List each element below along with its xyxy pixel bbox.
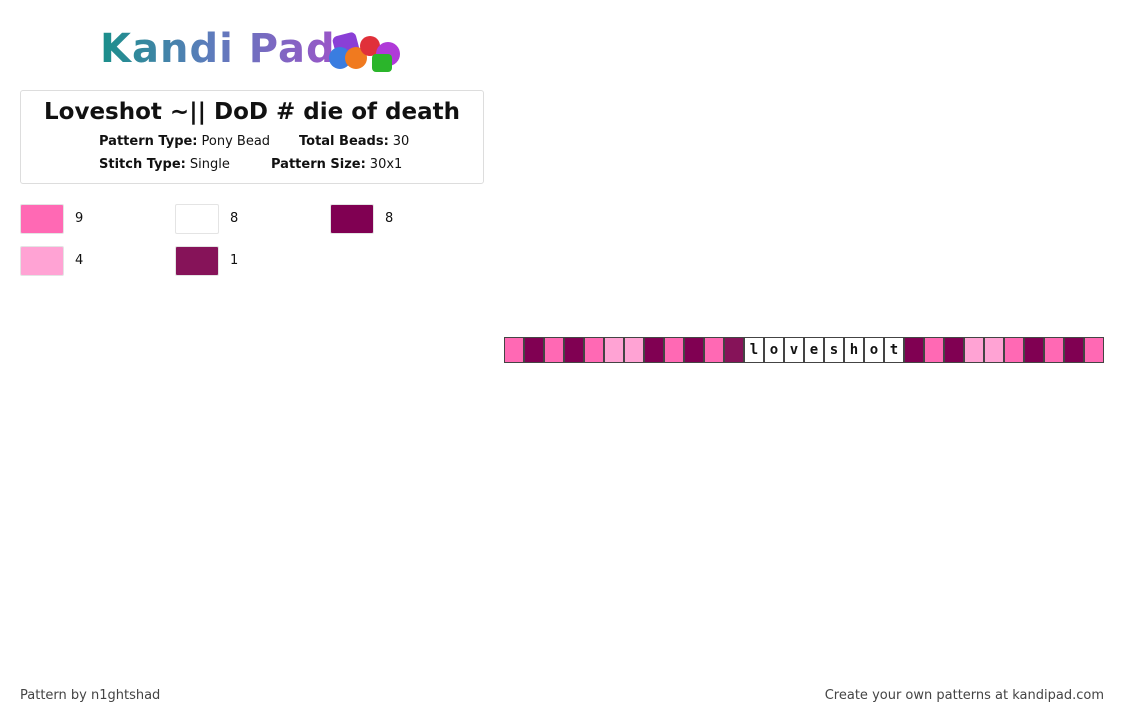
info-value: Pony Bead [201,134,271,149]
bead: s [824,337,844,363]
bead: t [884,337,904,363]
bead: o [864,337,884,363]
color-count: 8 [385,211,394,226]
color-swatch [20,204,64,234]
color-swatch [175,204,219,234]
bead [664,337,684,363]
site-link[interactable]: Create your own patterns at kandipad.com [824,688,1104,703]
bead-letter: o [769,342,779,358]
bead-letter: h [849,342,859,358]
color-count: 4 [75,253,84,268]
color-count: 1 [230,253,239,268]
bead [1044,337,1064,363]
info-value: 30x1 [369,157,403,172]
color-swatch [20,246,64,276]
bead [644,337,664,363]
bead [1024,337,1044,363]
info-item: Pattern Size: 30x1 [271,157,402,172]
bead: o [764,337,784,363]
logo: Kandi Pad [100,26,336,72]
bead [684,337,704,363]
bead-letter: t [889,342,899,358]
bead [704,337,724,363]
bead [724,337,744,363]
bead [984,337,1004,363]
author: Pattern by n1ghtshad [20,688,161,703]
bead [1004,337,1024,363]
info-item: Pattern Type: Pony Bead [99,134,270,149]
pattern-info: Loveshot ~|| DoD # die of death Pattern … [20,90,484,184]
bead [1084,337,1104,363]
logo-icon [329,32,400,72]
color-swatch [175,246,219,276]
bead [624,337,644,363]
bead [1064,337,1084,363]
bead-letter: e [809,342,819,358]
bead: h [844,337,864,363]
bead [584,337,604,363]
bead: l [744,337,764,363]
info-value: Single [189,157,230,172]
bead [964,337,984,363]
info-label: Total Beads: [299,134,389,149]
color-count: 9 [75,211,84,226]
color-count: 8 [230,211,239,226]
bead [524,337,544,363]
bead [504,337,524,363]
bead [944,337,964,363]
bead-letter: s [829,342,839,358]
info-label: Pattern Type: [99,134,198,149]
bead-letter: v [789,342,799,358]
bead [924,337,944,363]
bead-letter: o [869,342,879,358]
bead: v [784,337,804,363]
bead-letter: l [749,342,759,358]
pattern-title: Loveshot ~|| DoD # die of death [44,99,460,125]
info-label: Stitch Type: [99,157,186,172]
bead: e [804,337,824,363]
bead [904,337,924,363]
bead [544,337,564,363]
bead [564,337,584,363]
info-value: 30 [392,134,410,149]
info-item: Stitch Type: Single [99,157,230,172]
bead [604,337,624,363]
info-item: Total Beads: 30 [299,134,409,149]
color-swatch [330,204,374,234]
info-label: Pattern Size: [271,157,366,172]
